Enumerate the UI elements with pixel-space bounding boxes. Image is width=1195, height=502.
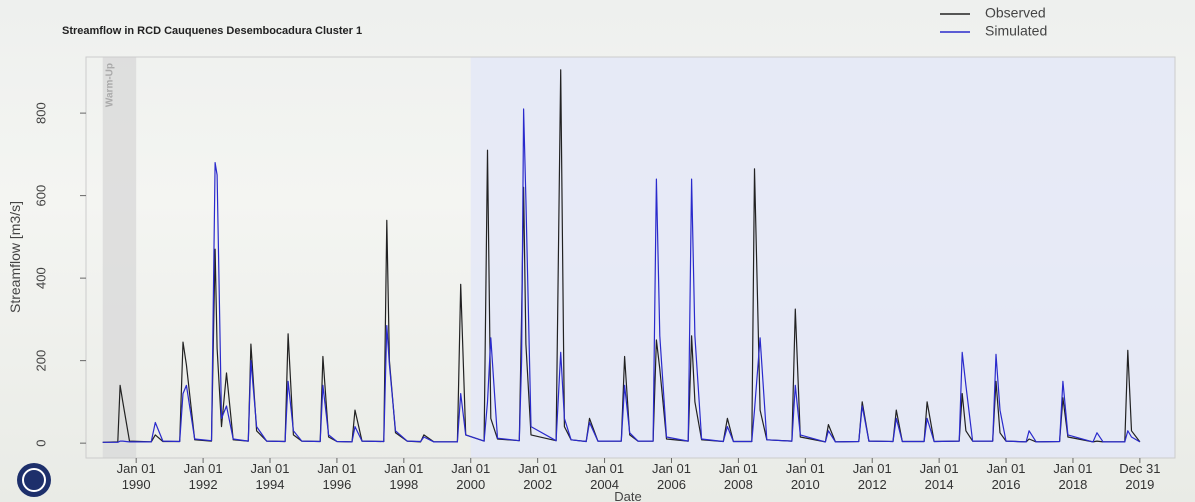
y-tick-label: 600 bbox=[33, 185, 48, 207]
y-tick-label: 0 bbox=[33, 440, 48, 447]
x-tick-label: Jan 01 2018 bbox=[1049, 461, 1097, 493]
x-tick-label: Jan 01 1996 bbox=[313, 461, 361, 493]
x-tick-label: Jan 01 2016 bbox=[982, 461, 1030, 493]
y-tick-label: 400 bbox=[33, 267, 48, 289]
shaded-period bbox=[471, 57, 1175, 458]
page: Streamflow in RCD Cauquenes Desembocadur… bbox=[0, 0, 1195, 502]
x-tick-label: Jan 01 1992 bbox=[179, 461, 227, 493]
chart: Streamflow in RCD Cauquenes Desembocadur… bbox=[0, 0, 1195, 502]
x-tick-label: Jan 01 2000 bbox=[447, 461, 495, 493]
y-tick-label: 800 bbox=[33, 102, 48, 124]
chart-title: Streamflow in RCD Cauquenes Desembocadur… bbox=[62, 25, 362, 37]
x-tick-label: Jan 01 2004 bbox=[581, 461, 629, 493]
x-tick-label: Jan 01 2012 bbox=[848, 461, 896, 493]
period-label: Warm-Up bbox=[104, 63, 115, 107]
legend-label: Observed bbox=[985, 5, 1046, 21]
y-axis-title: Streamflow [m3/s] bbox=[7, 201, 23, 313]
x-tick-label: Jan 01 2008 bbox=[714, 461, 762, 493]
x-tick-label: Jan 01 2006 bbox=[647, 461, 695, 493]
x-tick-label: Jan 01 2010 bbox=[781, 461, 829, 493]
x-tick-label: Dec 31 2019 bbox=[1116, 461, 1164, 493]
logo bbox=[17, 463, 51, 497]
x-tick-label: Jan 01 2002 bbox=[514, 461, 562, 493]
x-tick-label: Jan 01 1990 bbox=[112, 461, 160, 493]
x-tick-label: Jan 01 2014 bbox=[915, 461, 963, 493]
legend-label: Simulated bbox=[985, 23, 1047, 39]
y-tick-label: 200 bbox=[33, 350, 48, 372]
x-tick-label: Jan 01 1998 bbox=[380, 461, 428, 493]
x-tick-label: Jan 01 1994 bbox=[246, 461, 294, 493]
